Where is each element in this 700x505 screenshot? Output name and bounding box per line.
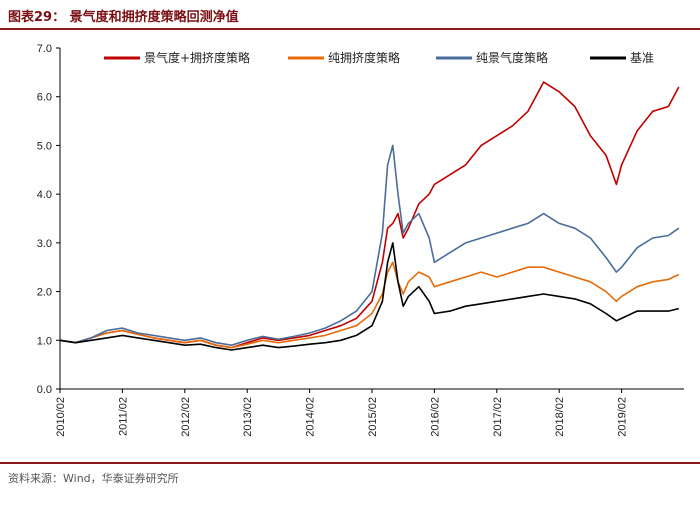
x-tick-label: 2014/02: [305, 397, 317, 437]
bottom-rule: [0, 462, 700, 464]
x-tick-label: 2019/02: [617, 397, 629, 437]
legend-label: 景气度+拥挤度策略: [144, 50, 250, 65]
y-tick-label: 3.0: [37, 238, 52, 250]
y-tick-label: 0.0: [37, 384, 52, 396]
y-tick-label: 5.0: [37, 140, 52, 152]
series-line-4: [59, 242, 679, 351]
source-note: 资料来源：Wind，华泰证券研究所: [8, 472, 179, 485]
legend-label: 基准: [630, 51, 654, 65]
series-line-3: [59, 144, 680, 346]
legend-label: 纯景气度策略: [476, 50, 548, 65]
x-tick-label: 2016/02: [429, 397, 441, 437]
series-line-2: [59, 261, 680, 349]
x-tick-label: 2015/02: [367, 397, 379, 437]
x-tick-label: 2017/02: [492, 397, 504, 437]
legend: 景气度+拥挤度策略 纯拥挤度策略 纯景气度策略 基准: [104, 50, 654, 65]
axes: 0.0 1.0 2.0 3.0 4.0 5.0 6.0 7.0 2010/02 2011/02 20…: [37, 43, 684, 437]
x-tick-label: 2013/02: [242, 397, 254, 437]
x-tick-label: 2012/02: [180, 397, 192, 437]
figure-title: 图表29： 景气度和拥挤度策略回测净值: [8, 10, 239, 25]
line-chart: 0.0 1.0 2.0 3.0 4.0 5.0 6.0 7.0 2010/02 2011/02 20…: [37, 43, 684, 437]
x-tick-label: 2010/02: [55, 397, 67, 437]
y-tick-label: 6.0: [37, 92, 52, 104]
y-tick-label: 2.0: [37, 287, 52, 299]
legend-label: 纯拥挤度策略: [328, 50, 400, 65]
y-tick-label: 7.0: [37, 43, 52, 55]
x-tick-label: 2011/02: [117, 397, 129, 436]
y-tick-label: 4.0: [37, 189, 52, 201]
top-rule: [0, 28, 700, 30]
series-lines: [59, 81, 680, 351]
y-tick-label: 1.0: [37, 335, 52, 347]
x-tick-label: 2018/02: [554, 397, 566, 437]
series-line-1: [59, 81, 680, 349]
